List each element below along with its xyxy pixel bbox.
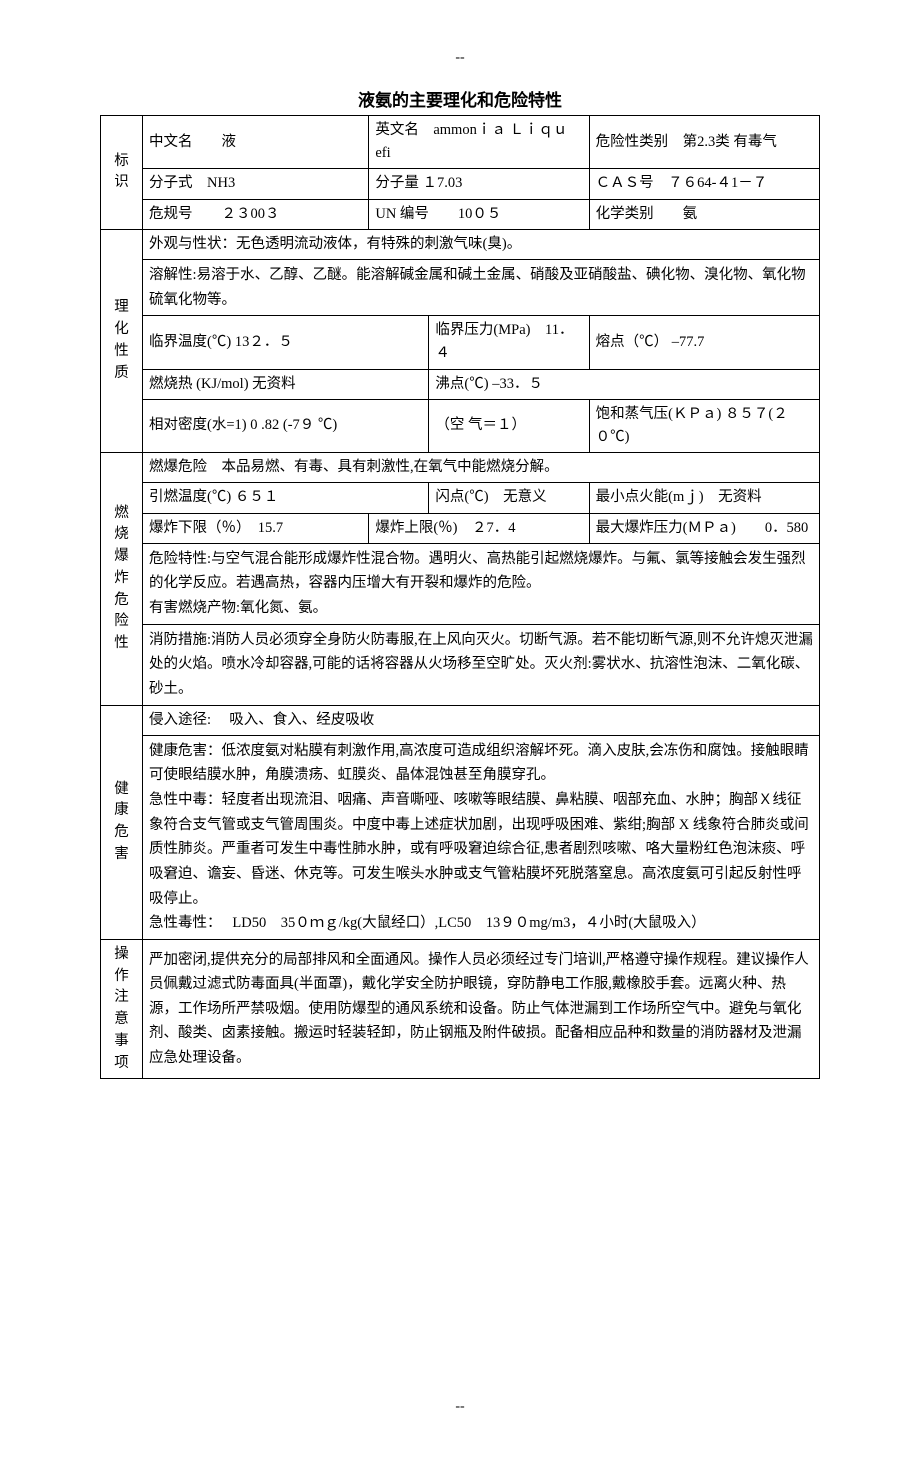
cell-appearance: 外观与性状：无色透明流动液体，有特殊的刺激气味(臭)。 <box>143 229 820 259</box>
section-label-phys: 理化性质 <box>101 229 143 452</box>
table-row: 操作注意事项 严加密闭,提供充分的局部排风和全面通风。操作人员必须经过专门培训,… <box>101 939 820 1079</box>
table-row: 危险特性:与空气混合能形成爆炸性混合物。遇明火、高热能引起燃烧爆炸。与氟、氯等接… <box>101 543 820 624</box>
cell-fire-risk: 燃爆危险 本品易燃、有毒、具有刺激性,在氧气中能燃烧分解。 <box>143 453 820 483</box>
table-row: 临界温度(℃) 13２．５ 临界压力(MPa) 11．４ 熔点（℃） –77.7 <box>101 316 820 369</box>
cell-rel-density: 相对密度(水=1) 0 .82 (-7９ ℃) <box>143 399 429 452</box>
section-label-health: 健康危害 <box>101 705 143 939</box>
table-row: 消防措施:消防人员必须穿全身防火防毒服,在上风向灭火。切断气源。若不能切断气源,… <box>101 624 820 705</box>
table-row: 分子式 NH3 分子量 １7.03 ＣＡＳ号 ７６64-４1－７ <box>101 169 820 199</box>
cell-comb-heat: 燃烧热 (KJ/mol) 无资料 <box>143 369 429 399</box>
table-row: 标识 中文名 液 英文名 ammonｉａ Ｌｉｑｕefi 危险性类别 第2.3类… <box>101 116 820 169</box>
data-sheet-table: 标识 中文名 液 英文名 ammonｉａ Ｌｉｑｕefi 危险性类别 第2.3类… <box>100 115 820 1079</box>
table-row: 引燃温度(℃) ６５１ 闪点(℃) 无意义 最小点火能(mｊ) 无资料 <box>101 483 820 513</box>
cell-cas: ＣＡＳ号 ７６64-４1－７ <box>589 169 819 199</box>
table-row: 健康危害 侵入途径: 吸入、食入、经皮吸收 <box>101 705 820 735</box>
cell-uel: 爆炸上限(％) ２7．4 <box>369 513 589 543</box>
cell-crit-press: 临界压力(MPa) 11．４ <box>429 316 589 369</box>
table-row: 理化性质 外观与性状：无色透明流动液体，有特殊的刺激气味(臭)。 <box>101 229 820 259</box>
cell-english-name: 英文名 ammonｉａ Ｌｉｑｕefi <box>369 116 589 169</box>
cell-firefight: 消防措施:消防人员必须穿全身防火防毒服,在上风向灭火。切断气源。若不能切断气源,… <box>143 624 820 705</box>
section-label-fire: 燃烧爆炸危险性 <box>101 453 143 705</box>
cell-melt: 熔点（℃） –77.7 <box>589 316 819 369</box>
cell-lel: 爆炸下限（％） 15.7 <box>143 513 369 543</box>
cell-boil: 沸点(℃) –33．５ <box>429 369 820 399</box>
cell-max-press: 最大爆炸压力(ＭＰａ) 0．580 <box>589 513 819 543</box>
cell-hazard-char: 危险特性:与空气混合能形成爆炸性混合物。遇明火、高热能引起燃烧爆炸。与氟、氯等接… <box>143 543 820 624</box>
cell-mw: 分子量 １7.03 <box>369 169 589 199</box>
table-row: 健康危害：低浓度氨对粘膜有刺激作用,高浓度可造成组织溶解坏死。滴入皮肤,会冻伤和… <box>101 735 820 939</box>
cell-min-ign: 最小点火能(mｊ) 无资料 <box>589 483 819 513</box>
table-row: 燃烧热 (KJ/mol) 无资料 沸点(℃) –33．５ <box>101 369 820 399</box>
cell-formula: 分子式 NH3 <box>143 169 369 199</box>
cell-sat-vapor: 饱和蒸气压(ＫＰａ) ８５７(２０℃) <box>589 399 819 452</box>
table-row: 危规号 ２３00３ UN 编号 10０５ 化学类别 氨 <box>101 199 820 229</box>
table-row: 溶解性:易溶于水、乙醇、乙醚。能溶解碱金属和碱土金属、硝酸及亚硝酸盐、碘化物、溴… <box>101 259 820 315</box>
cell-hazard-class: 危险性类别 第2.3类 有毒气 <box>589 116 819 169</box>
cell-chinese-name: 中文名 液 <box>143 116 369 169</box>
section-label-ops: 操作注意事项 <box>101 939 143 1079</box>
table-row: 燃烧爆炸危险性 燃爆危险 本品易燃、有毒、具有刺激性,在氧气中能燃烧分解。 <box>101 453 820 483</box>
cell-chem-class: 化学类别 氨 <box>589 199 819 229</box>
page-marker-bottom: -- <box>100 1399 820 1415</box>
cell-health-hazard: 健康危害：低浓度氨对粘膜有刺激作用,高浓度可造成组织溶解坏死。滴入皮肤,会冻伤和… <box>143 735 820 939</box>
cell-crit-temp: 临界温度(℃) 13２．５ <box>143 316 429 369</box>
cell-ops: 严加密闭,提供充分的局部排风和全面通风。操作人员必须经过专门培训,严格遵守操作规… <box>143 939 820 1079</box>
cell-ignition: 引燃温度(℃) ６５１ <box>143 483 429 513</box>
page-marker-top: -- <box>100 50 820 66</box>
cell-entry-route: 侵入途径: 吸入、食入、经皮吸收 <box>143 705 820 735</box>
table-row: 爆炸下限（％） 15.7 爆炸上限(％) ２7．4 最大爆炸压力(ＭＰａ) 0．… <box>101 513 820 543</box>
cell-hazreg: 危规号 ２３00３ <box>143 199 369 229</box>
section-label-ident: 标识 <box>101 116 143 230</box>
cell-un: UN 编号 10０５ <box>369 199 589 229</box>
document-title: 液氨的主要理化和危险特性 <box>100 86 820 111</box>
cell-solubility: 溶解性:易溶于水、乙醇、乙醚。能溶解碱金属和碱土金属、硝酸及亚硝酸盐、碘化物、溴… <box>143 259 820 315</box>
cell-flash: 闪点(℃) 无意义 <box>429 483 589 513</box>
table-row: 相对密度(水=1) 0 .82 (-7９ ℃) （空 气＝１） 饱和蒸气压(ＫＰ… <box>101 399 820 452</box>
cell-air: （空 气＝１） <box>429 399 589 452</box>
